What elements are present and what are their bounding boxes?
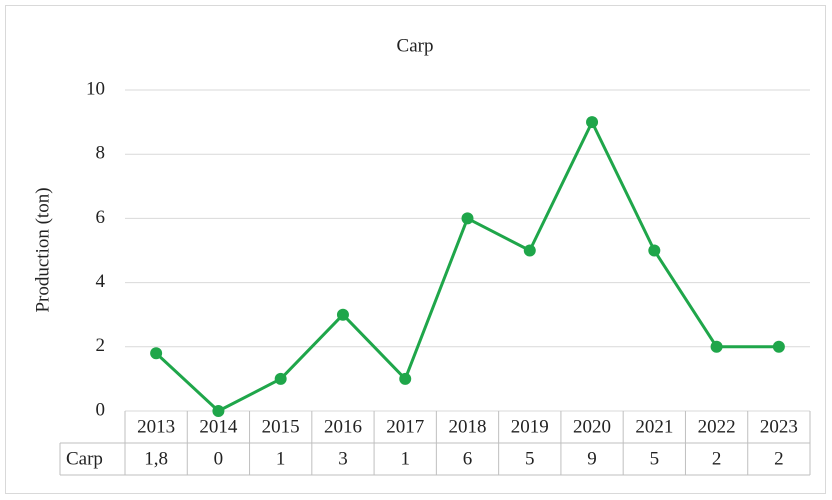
chart-title: Carp	[397, 35, 434, 56]
point	[150, 347, 163, 360]
data-label: 9	[587, 448, 597, 469]
point	[523, 244, 536, 257]
y-tick-label: 2	[96, 335, 106, 356]
x-tick-label: 2019	[511, 416, 549, 437]
y-tick-label: 10	[86, 78, 105, 99]
x-tick-label: 2022	[698, 416, 736, 437]
point	[586, 116, 599, 129]
x-tick-label: 2023	[760, 416, 798, 437]
x-tick-label: 2018	[449, 416, 487, 437]
point	[274, 372, 287, 385]
y-tick-label: 6	[96, 207, 106, 228]
y-tick-label: 0	[96, 399, 106, 420]
chart-border	[5, 5, 826, 494]
data-label: 5	[525, 448, 535, 469]
y-axis-label: Production (ton)	[32, 187, 53, 312]
data-label: 6	[463, 448, 473, 469]
data-label: 3	[338, 448, 348, 469]
point	[336, 308, 349, 321]
point	[212, 405, 225, 417]
data-label: 2	[774, 448, 784, 469]
x-tick-label: 2020	[573, 416, 611, 437]
point	[461, 212, 474, 225]
y-tick-label: 4	[96, 271, 106, 292]
point	[772, 340, 785, 353]
x-tick-label: 2016	[324, 416, 362, 437]
x-tick-label: 2017	[386, 416, 424, 437]
point	[648, 244, 661, 257]
y-tick-label: 8	[96, 143, 106, 164]
data-label: 1	[276, 448, 286, 469]
data-label: 5	[650, 448, 660, 469]
point	[399, 372, 412, 385]
x-tick-label: 2021	[635, 416, 673, 437]
legend-label: Carp	[66, 448, 103, 469]
point	[710, 340, 723, 353]
x-tick-label: 2014	[199, 416, 238, 437]
data-label: 2	[712, 448, 722, 469]
data-label: 1,8	[144, 448, 168, 469]
x-tick-label: 2015	[262, 416, 300, 437]
data-label: 1	[400, 448, 410, 469]
data-label: 0	[214, 448, 224, 469]
x-tick-label: 2013	[137, 416, 175, 437]
